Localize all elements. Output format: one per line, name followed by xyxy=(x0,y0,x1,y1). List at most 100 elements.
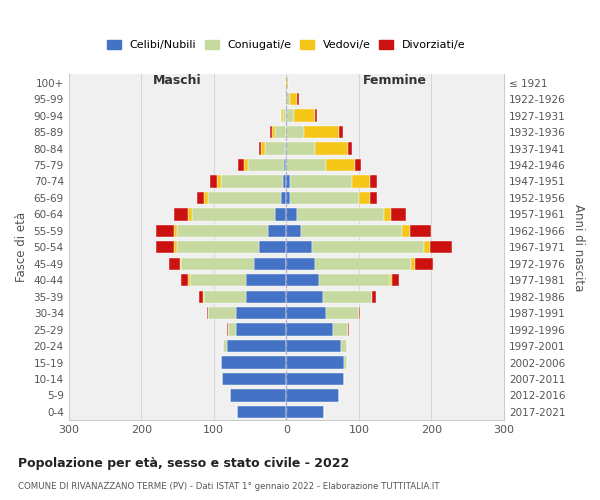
Bar xyxy=(205,290,247,303)
Bar xyxy=(286,93,290,106)
Bar xyxy=(192,208,275,220)
Bar xyxy=(259,142,261,154)
Bar xyxy=(281,192,286,204)
Bar xyxy=(424,241,430,254)
Bar xyxy=(286,274,319,286)
Bar xyxy=(355,159,361,171)
Bar xyxy=(286,406,324,418)
Bar xyxy=(284,159,286,171)
Bar xyxy=(178,224,268,237)
Bar xyxy=(297,208,384,220)
Bar xyxy=(286,390,338,402)
Bar xyxy=(228,324,236,336)
Bar xyxy=(206,307,208,320)
Bar xyxy=(311,241,424,254)
Bar xyxy=(290,176,352,188)
Bar xyxy=(283,176,286,188)
Bar xyxy=(208,192,281,204)
Bar xyxy=(156,224,174,237)
Bar xyxy=(236,324,286,336)
Bar xyxy=(223,340,227,352)
Bar xyxy=(181,274,188,286)
Bar xyxy=(286,110,293,122)
Bar xyxy=(197,192,205,204)
Bar xyxy=(208,307,236,320)
Bar xyxy=(261,142,265,154)
Bar xyxy=(221,356,286,368)
Bar xyxy=(286,142,316,154)
Bar xyxy=(391,208,406,220)
Bar xyxy=(286,192,290,204)
Text: COMUNE DI RIVANAZZANO TERME (PV) - Dati ISTAT 1° gennaio 2022 - Elaborazione TUT: COMUNE DI RIVANAZZANO TERME (PV) - Dati … xyxy=(18,482,439,491)
Bar xyxy=(210,176,217,188)
Bar xyxy=(290,93,297,106)
Bar xyxy=(174,208,188,220)
Bar xyxy=(254,258,286,270)
Bar xyxy=(316,110,317,122)
Bar xyxy=(286,373,344,385)
Bar xyxy=(238,159,244,171)
Bar xyxy=(290,192,359,204)
Bar xyxy=(286,224,301,237)
Bar xyxy=(370,176,377,188)
Bar xyxy=(286,176,290,188)
Bar xyxy=(372,290,376,303)
Bar xyxy=(286,258,316,270)
Bar xyxy=(156,241,174,254)
Bar xyxy=(179,258,181,270)
Bar xyxy=(271,126,272,138)
Legend: Celibi/Nubili, Coniugati/e, Vedovi/e, Divorziati/e: Celibi/Nubili, Coniugati/e, Vedovi/e, Di… xyxy=(103,35,470,54)
Bar xyxy=(286,208,297,220)
Bar xyxy=(352,176,370,188)
Bar xyxy=(430,241,452,254)
Bar xyxy=(272,126,275,138)
Bar xyxy=(283,110,286,122)
Bar xyxy=(341,340,347,352)
Text: Femmine: Femmine xyxy=(363,74,427,88)
Bar xyxy=(348,142,352,154)
Bar xyxy=(217,176,221,188)
Bar xyxy=(275,126,286,138)
Bar xyxy=(174,241,178,254)
Bar xyxy=(174,224,178,237)
Bar xyxy=(301,224,403,237)
Bar xyxy=(286,159,326,171)
Bar xyxy=(359,307,361,320)
Bar xyxy=(316,142,348,154)
Bar xyxy=(319,274,390,286)
Bar xyxy=(326,159,355,171)
Bar xyxy=(244,159,248,171)
Bar xyxy=(344,356,347,368)
Text: Popolazione per età, sesso e stato civile - 2022: Popolazione per età, sesso e stato civil… xyxy=(18,458,349,470)
Bar xyxy=(223,373,286,385)
Bar xyxy=(221,176,283,188)
Bar xyxy=(265,142,285,154)
Bar xyxy=(259,241,286,254)
Bar xyxy=(415,258,433,270)
Bar xyxy=(348,324,349,336)
Bar xyxy=(403,224,410,237)
Bar xyxy=(268,224,286,237)
Bar xyxy=(230,390,286,402)
Bar xyxy=(169,258,179,270)
Bar xyxy=(281,110,283,122)
Bar xyxy=(293,110,316,122)
Bar xyxy=(370,192,377,204)
Bar xyxy=(188,208,192,220)
Bar xyxy=(286,307,326,320)
Bar xyxy=(237,406,286,418)
Bar xyxy=(286,76,288,89)
Bar xyxy=(247,274,286,286)
Bar xyxy=(384,208,391,220)
Bar xyxy=(248,159,284,171)
Bar xyxy=(285,142,286,154)
Bar xyxy=(178,241,259,254)
Y-axis label: Anni di nascita: Anni di nascita xyxy=(572,204,585,291)
Bar xyxy=(247,290,286,303)
Bar xyxy=(410,224,431,237)
Bar xyxy=(316,258,411,270)
Bar xyxy=(205,192,208,204)
Bar xyxy=(286,356,344,368)
Bar xyxy=(286,324,334,336)
Bar xyxy=(304,126,339,138)
